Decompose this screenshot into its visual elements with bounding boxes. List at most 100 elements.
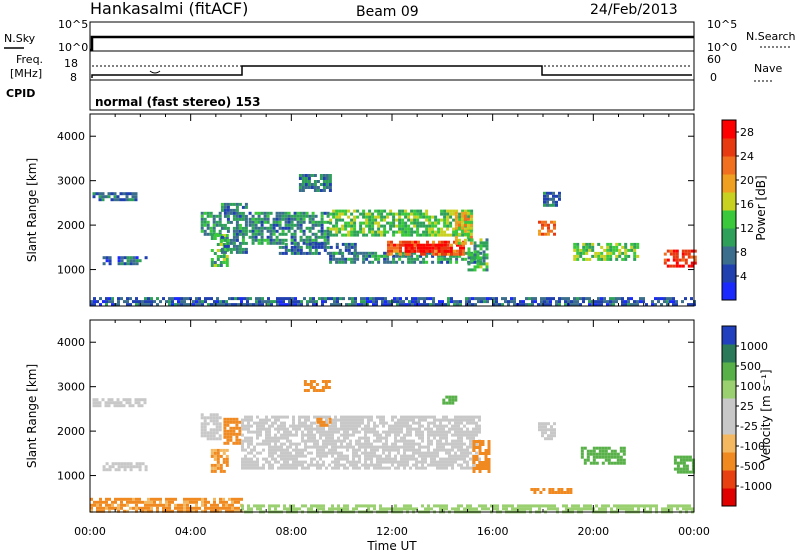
- sky-left-label: N.Sky: [4, 32, 36, 45]
- vel-y-tick-label: 2000: [57, 425, 85, 438]
- vel-colorbar-tick: 500: [740, 360, 761, 373]
- vel-colorbar-swatch: [722, 380, 736, 399]
- vel-y-tick-label: 4000: [57, 336, 85, 349]
- power-region-2: [200, 211, 222, 236]
- vel-colorbar-swatch: [722, 326, 736, 345]
- date-label: 24/Feb/2013: [590, 2, 678, 18]
- velocity-colorbar-label: Velocity [m s⁻¹]: [759, 369, 773, 462]
- x-tick-label: 08:00: [275, 525, 307, 538]
- vel-colorbar-swatch: [722, 398, 736, 417]
- power-colorbar-label: Power [dB]: [754, 175, 768, 240]
- power-region-0: [92, 192, 138, 202]
- beam-label: Beam 09: [356, 4, 419, 20]
- vel-colorbar-swatch: [722, 344, 736, 363]
- power-region-15: [543, 191, 561, 207]
- vel-colorbar-swatch: [722, 470, 736, 489]
- power-y-tick-label: 2000: [57, 219, 85, 232]
- power-region-6: [298, 174, 332, 192]
- power-colorbar-tick: 28: [740, 126, 754, 139]
- power-colorbar-swatch: [722, 174, 736, 193]
- power-x-ticks: [89, 114, 695, 306]
- sky-right-label: N.Search: [746, 30, 796, 43]
- vel-colorbar-tick: -500: [740, 460, 765, 473]
- vel-region-5: [241, 415, 481, 470]
- power-region-14: [538, 220, 556, 236]
- power-colorbar-tick: 16: [740, 198, 754, 211]
- vel-colorbar-tick: -25: [740, 420, 758, 433]
- nave-tick-top: 60: [707, 53, 721, 66]
- power-region-4: [220, 202, 248, 254]
- power-colorbar-swatch: [722, 264, 736, 283]
- vel-region-3: [223, 417, 242, 445]
- power-y-tick-label: 4000: [57, 130, 85, 143]
- cpid-label: CPID: [6, 87, 35, 100]
- power-region-16: [573, 242, 640, 261]
- vel-colorbar-tick: 100: [740, 380, 761, 393]
- power-colorbar-tick: 4: [740, 270, 747, 283]
- velocity-panel: 1000 2000 3000 4000 00:00 04:00 08:00 12:00 16:…: [25, 319, 773, 553]
- x-tick-label: 12:00: [376, 525, 408, 538]
- power-region-11: [404, 243, 453, 253]
- vel-colorbar-tick: -1000: [740, 480, 772, 493]
- sky-left-tick-bottom: 10^0: [58, 41, 88, 54]
- nave-label: Nave: [754, 62, 782, 75]
- power-region-17: [663, 249, 697, 268]
- x-tick-label: 00:00: [74, 525, 106, 538]
- velocity-x-axis: 00:00 04:00 08:00 12:00 16:00 20:00 00:00: [74, 320, 710, 538]
- power-data-marks: [90, 174, 697, 307]
- x-tick-label: 20:00: [577, 525, 609, 538]
- power-colorbar-swatch: [722, 246, 736, 265]
- power-region-5: [248, 211, 330, 245]
- power-region-12: [454, 211, 473, 245]
- x-tick-label: 04:00: [175, 525, 207, 538]
- vel-colorbar-swatch: [722, 434, 736, 453]
- power-region-9: [329, 209, 474, 237]
- plot-title: Hankasalmi (fitACF): [90, 0, 248, 18]
- vel-y-tick-label: 3000: [57, 381, 85, 394]
- sky-right-tick-bottom: 10^0: [707, 41, 737, 54]
- vel-region-10: [538, 422, 556, 441]
- sky-panel: N.Sky 10^5 10^0 10^5 10^0 N.Search: [4, 18, 796, 54]
- vel-region-14: [90, 497, 243, 513]
- power-y-axis-label: Slant Range [km]: [25, 158, 39, 262]
- freq-tick-bottom: 8: [70, 71, 77, 84]
- vel-region-11: [530, 488, 573, 494]
- vel-region-12: [580, 446, 626, 465]
- power-region-1: [102, 256, 148, 266]
- x-axis-label: Time UT: [366, 539, 417, 553]
- power-colorbar: 4 8 12 16 20 24 28: [721, 119, 754, 301]
- nave-tick-bottom: 0: [710, 71, 717, 84]
- power-colorbar-swatch: [722, 282, 736, 301]
- sky-right-tick-top: 10^5: [707, 18, 737, 31]
- power-colorbar-swatch: [722, 138, 736, 157]
- vel-region-6: [303, 380, 331, 392]
- vel-colorbar-tick: -100: [740, 440, 765, 453]
- power-colorbar-tick: 24: [740, 150, 754, 163]
- power-colorbar-swatch: [722, 228, 736, 247]
- power-colorbar-swatch: [722, 192, 736, 211]
- vel-region-8: [472, 440, 491, 473]
- vel-region-9: [442, 395, 458, 405]
- vel-region-13: [673, 455, 695, 474]
- power-colorbar-tick: 8: [740, 246, 747, 259]
- freq-unit-label: [MHz]: [10, 67, 42, 80]
- velocity-data-marks: [90, 380, 695, 514]
- cpid-panel: CPID normal (fast stereo) 153: [6, 79, 695, 111]
- sky-left-tick-top: 10^5: [58, 18, 88, 31]
- power-y-tick-label: 1000: [57, 264, 85, 277]
- power-colorbar-swatch: [722, 210, 736, 229]
- vel-colorbar-swatch: [722, 488, 736, 507]
- velocity-colorbar: 1000 500 100 25 -25 -100 -500 -1000: [721, 325, 772, 507]
- power-colorbar-swatch: [722, 156, 736, 175]
- velocity-y-axis: 1000 2000 3000 4000: [57, 336, 694, 483]
- power-colorbar-swatch: [722, 120, 736, 139]
- vel-region-2: [200, 413, 222, 441]
- vel-colorbar-swatch: [722, 362, 736, 381]
- power-region-18: [90, 297, 696, 307]
- power-colorbar-tick: 20: [740, 174, 754, 187]
- velocity-y-axis-label: Slant Range [km]: [25, 364, 39, 468]
- x-tick-label: 16:00: [477, 525, 509, 538]
- x-tick-label: 00:00: [678, 525, 710, 538]
- vel-colorbar-tick: 1000: [740, 340, 768, 353]
- vel-colorbar-swatch: [722, 416, 736, 435]
